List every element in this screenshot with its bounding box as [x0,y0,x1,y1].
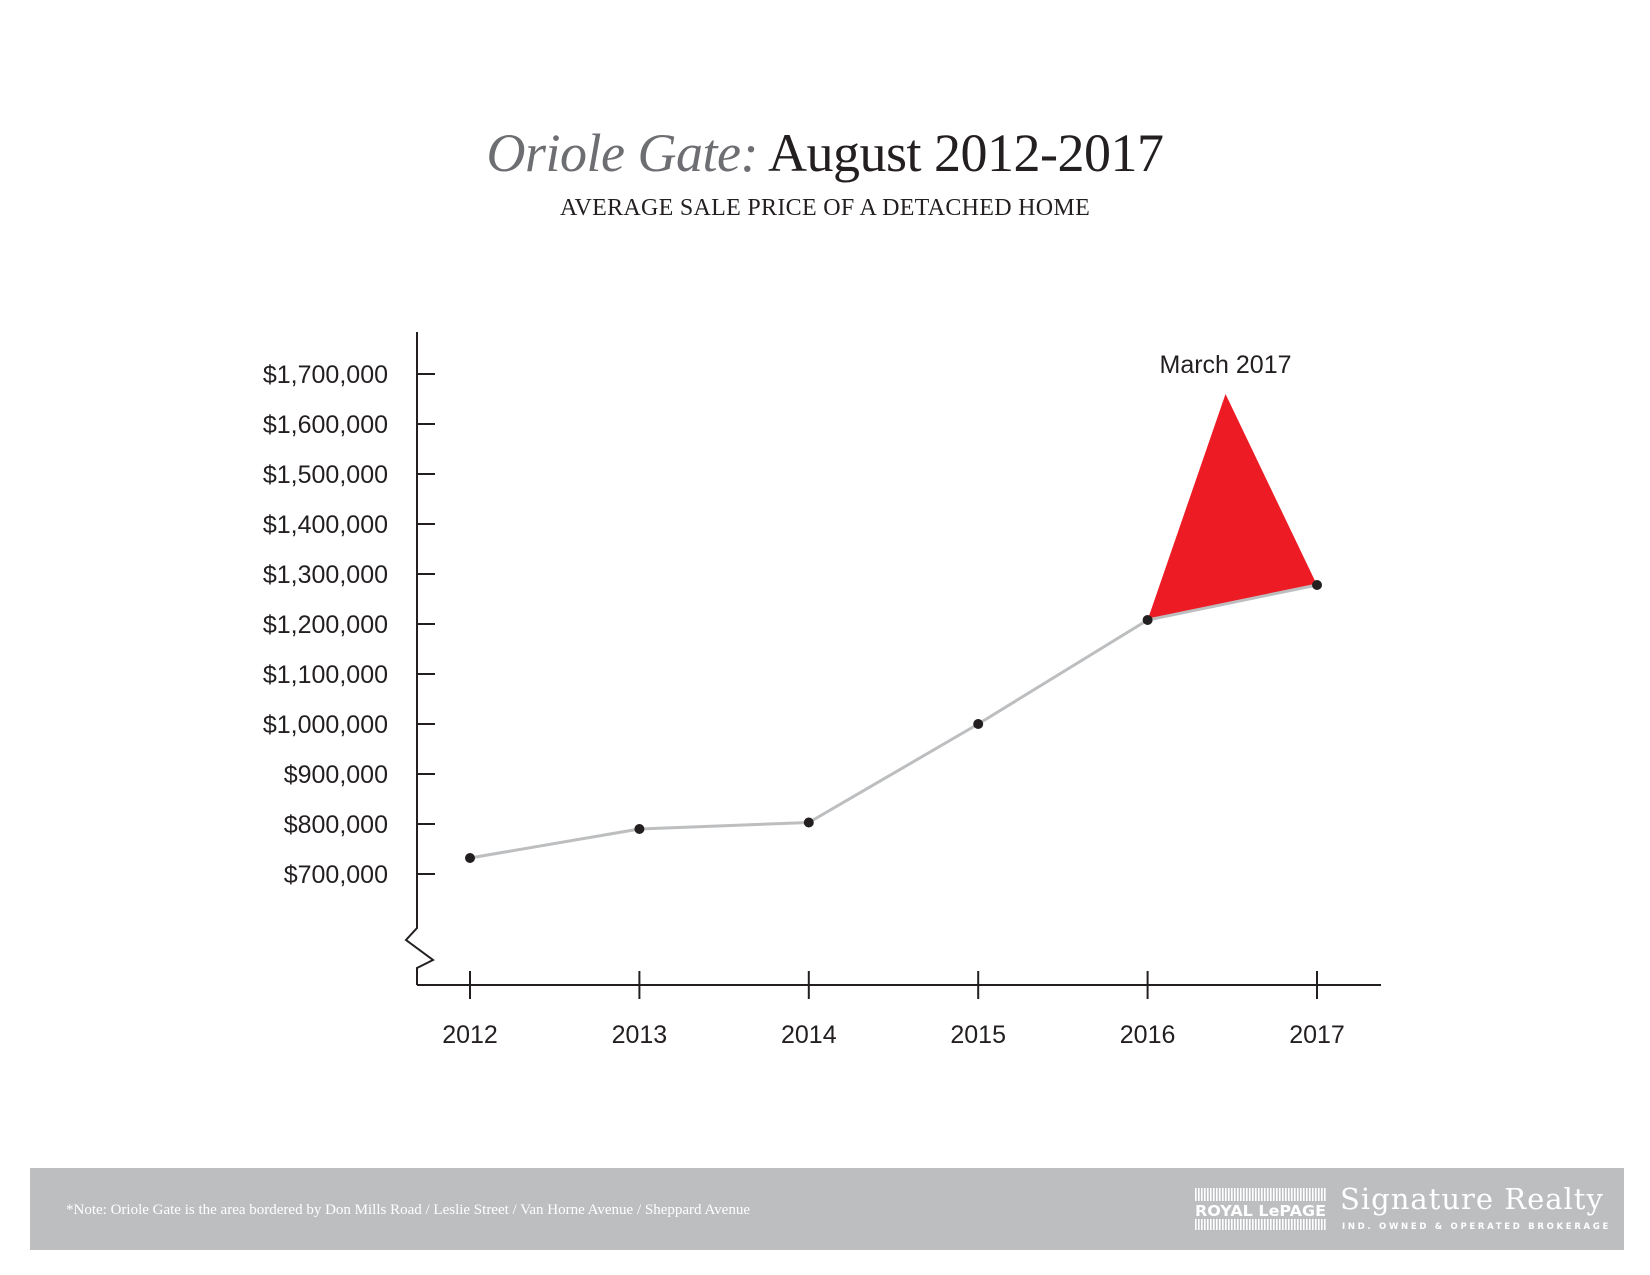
peak-triangle [1147,394,1317,620]
y-tick-label: $1,300,000 [263,561,388,589]
title-period: August 2012-2017 [757,123,1164,183]
y-axis-line [404,332,435,985]
x-tick-label: 2012 [442,1021,498,1049]
data-point [634,824,645,834]
peak-label: March 2017 [1160,351,1292,379]
data-point [1142,615,1153,625]
peak-annotation: March 2017 [1147,351,1317,620]
footnote: *Note: Oriole Gate is the area bordered … [66,1202,750,1218]
y-axis-ticks: $700,000 $800,000 $900,000 $1,000,000 $1,100… [263,361,435,889]
axes [404,332,1381,986]
data-point [465,853,475,863]
brand-name: Signature Realty [1340,1182,1604,1216]
x-tick-label: 2015 [950,1021,1006,1049]
x-tick-label: 2017 [1289,1021,1345,1049]
series [465,580,1322,863]
svg-text:ROYAL LePAGE: ROYAL LePAGE [1195,1202,1326,1220]
y-tick-label: $800,000 [284,811,388,839]
footer-bar: *Note: Oriole Gate is the area bordered … [30,1168,1624,1250]
x-tick-label: 2016 [1120,1021,1176,1049]
title-place: Oriole Gate: [486,123,759,183]
data-point [803,817,814,828]
series-line [469,583,1318,860]
y-tick-label: $1,000,000 [263,711,388,739]
x-tick-label: 2014 [781,1021,837,1049]
y-tick-label: $1,200,000 [263,611,388,639]
royal-lepage-logo: ROYAL LePAGE [1194,1188,1327,1230]
y-tick-label: $1,700,000 [263,361,388,389]
chart-title: Oriole Gate: August 2012-2017 [0,122,1650,184]
data-point [1312,580,1322,590]
y-tick-label: $900,000 [284,761,388,789]
price-line-chart: March 2017 $700,000 $800,000 $900,000 $1,00… [263,332,1381,1049]
y-tick-label: $1,400,000 [263,511,388,539]
data-point [973,719,984,729]
y-tick-label: $1,500,000 [263,461,388,489]
y-tick-label: $1,600,000 [263,411,388,439]
y-tick-label: $700,000 [284,861,388,889]
brand-subtitle: IND. OWNED & OPERATED BROKERAGE [1342,1222,1612,1232]
x-axis-ticks: 2012 2013 2014 2015 2016 2017 [442,971,1345,1049]
y-tick-label: $1,100,000 [263,661,388,689]
chart-subtitle: AVERAGE SALE PRICE OF A DETACHED HOME [559,195,1091,221]
x-tick-label: 2013 [612,1021,668,1049]
